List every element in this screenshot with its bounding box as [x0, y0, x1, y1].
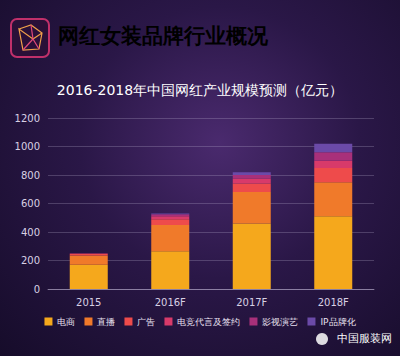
svg-text:IP品牌化: IP品牌化 [320, 317, 355, 327]
svg-text:1000: 1000 [15, 141, 40, 152]
svg-text:2016F: 2016F [155, 297, 186, 308]
svg-text:400: 400 [21, 227, 40, 238]
svg-text:2016-2018年中国网红产业规模预测（亿元）: 2016-2018年中国网红产业规模预测（亿元） [57, 82, 343, 98]
svg-text:2018F: 2018F [318, 297, 349, 308]
svg-text:直播: 直播 [97, 317, 115, 327]
svg-text:200: 200 [21, 255, 40, 266]
svg-text:影视演艺: 影视演艺 [262, 317, 298, 327]
svg-text:800: 800 [21, 170, 40, 181]
svg-text:中国服装网: 中国服装网 [337, 332, 392, 345]
svg-text:广告: 广告 [137, 317, 155, 327]
svg-text:电商: 电商 [57, 317, 75, 327]
svg-text:2017F: 2017F [236, 297, 267, 308]
svg-text:0: 0 [34, 284, 40, 295]
svg-text:电竞代言及签约: 电竞代言及签约 [177, 317, 240, 327]
svg-text:网红女装品牌行业概况: 网红女装品牌行业概况 [58, 24, 269, 48]
svg-text:600: 600 [21, 198, 40, 209]
svg-text:1200: 1200 [15, 113, 40, 124]
svg-text:2015: 2015 [76, 297, 101, 308]
